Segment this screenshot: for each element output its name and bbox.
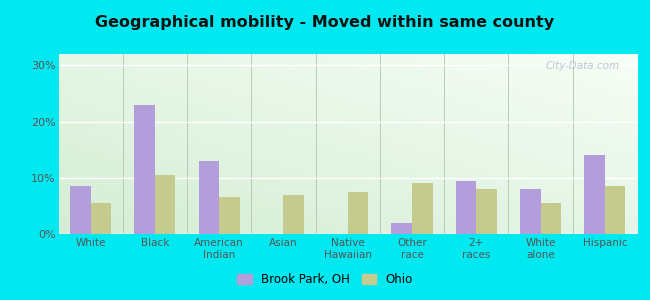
Bar: [135, 105, 155, 234]
Bar: [90, 203, 111, 234]
Text: City-Data.com: City-Data.com: [545, 61, 619, 71]
Bar: [456, 181, 476, 234]
Bar: [70, 186, 90, 234]
Bar: [199, 161, 219, 234]
Bar: [391, 223, 412, 234]
Bar: [476, 189, 497, 234]
Bar: [412, 183, 433, 234]
Bar: [283, 195, 304, 234]
Bar: [155, 175, 176, 234]
Text: Geographical mobility - Moved within same county: Geographical mobility - Moved within sam…: [96, 15, 554, 30]
Bar: [219, 197, 240, 234]
Bar: [541, 203, 561, 234]
Bar: [605, 186, 625, 234]
Bar: [584, 155, 605, 234]
Bar: [520, 189, 541, 234]
Bar: [348, 192, 369, 234]
Legend: Brook Park, OH, Ohio: Brook Park, OH, Ohio: [233, 269, 417, 291]
